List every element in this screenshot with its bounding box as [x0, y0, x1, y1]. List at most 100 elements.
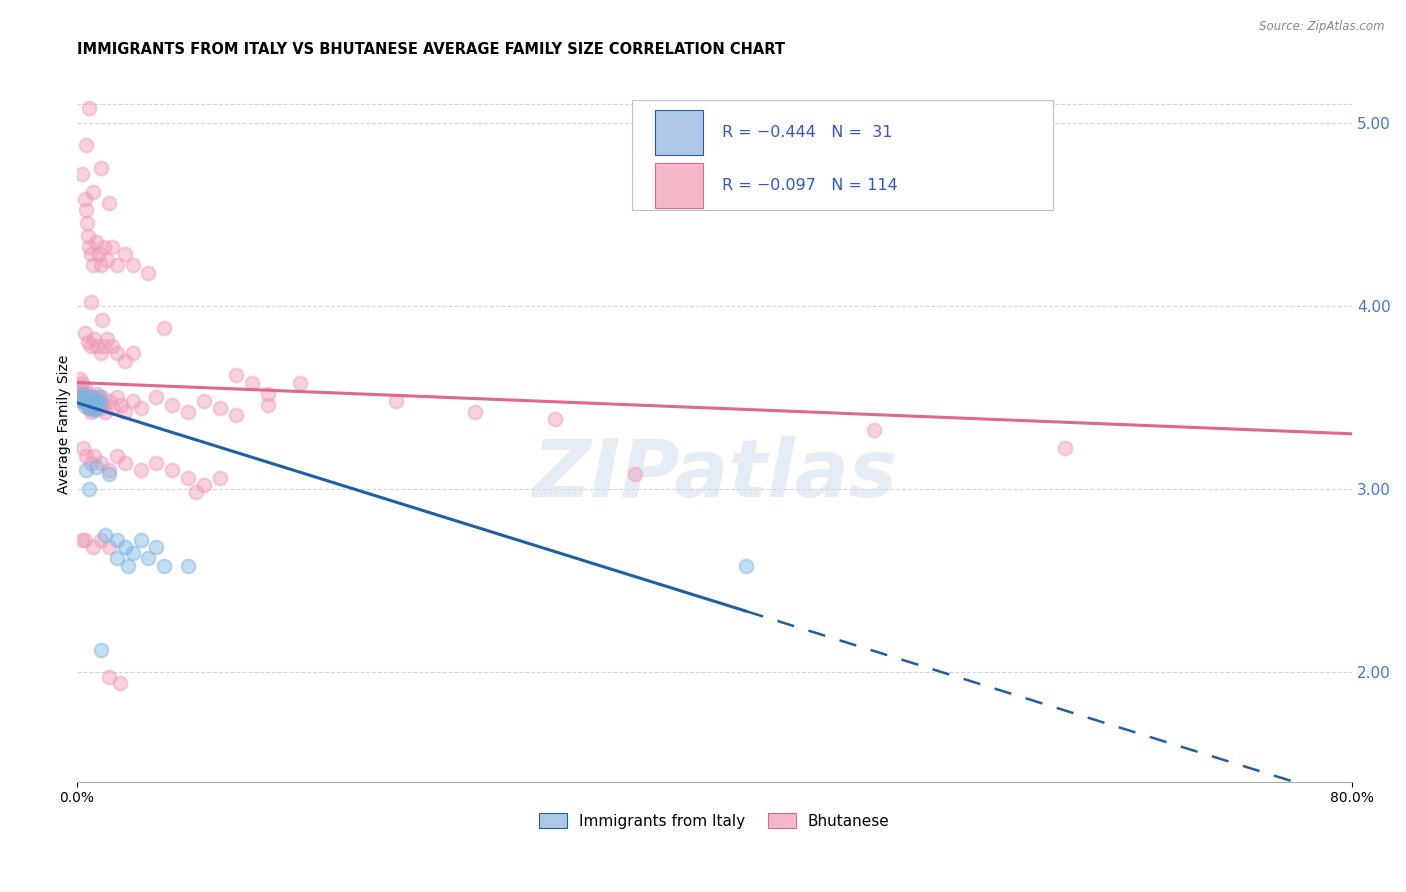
Point	[80, 390, 103, 404]
Point	[384, 393, 406, 408]
Point	[129, 463, 152, 477]
Point	[80, 295, 103, 310]
Point	[94, 405, 117, 419]
Point	[75, 203, 97, 218]
Text: Source: ZipAtlas.com: Source: ZipAtlas.com	[1260, 20, 1385, 33]
Point	[114, 456, 136, 470]
Point	[80, 405, 103, 419]
Point	[86, 339, 108, 353]
Point	[69, 390, 91, 404]
Point	[75, 137, 97, 152]
Point	[1054, 442, 1077, 456]
Point	[73, 326, 96, 340]
Point	[288, 376, 311, 390]
Point	[97, 541, 120, 555]
Point	[96, 332, 118, 346]
Y-axis label: Average Family Size: Average Family Size	[58, 355, 72, 494]
Point	[105, 551, 128, 566]
Point	[209, 471, 232, 485]
Point	[79, 397, 101, 411]
Point	[145, 541, 167, 555]
Point	[101, 240, 124, 254]
Point	[153, 320, 176, 334]
Point	[79, 401, 101, 416]
Point	[87, 247, 110, 261]
Point	[76, 216, 98, 230]
Point	[153, 558, 176, 573]
Point	[257, 386, 280, 401]
Point	[138, 551, 160, 566]
Point	[72, 386, 94, 401]
Point	[105, 390, 128, 404]
Point	[73, 381, 96, 395]
Point	[73, 393, 96, 408]
Point	[77, 335, 100, 350]
Point	[82, 541, 104, 555]
Point	[82, 259, 104, 273]
Point	[73, 193, 96, 207]
Point	[75, 390, 97, 404]
Point	[91, 390, 114, 404]
Point	[863, 423, 886, 437]
FancyBboxPatch shape	[655, 111, 703, 154]
FancyBboxPatch shape	[655, 163, 703, 208]
Point	[735, 558, 758, 573]
Point	[79, 101, 101, 115]
Point	[84, 393, 107, 408]
Point	[70, 167, 93, 181]
Point	[90, 161, 112, 176]
Point	[77, 395, 100, 409]
Text: ZIPatlas: ZIPatlas	[531, 435, 897, 514]
Point	[79, 390, 101, 404]
Point	[77, 229, 100, 244]
Point	[77, 401, 100, 416]
Point	[72, 386, 94, 401]
Point	[96, 252, 118, 267]
Point	[138, 266, 160, 280]
Point	[90, 259, 112, 273]
Point	[90, 456, 112, 470]
Point	[69, 372, 91, 386]
Point	[145, 390, 167, 404]
Point	[162, 397, 184, 411]
Point	[82, 397, 104, 411]
Point	[72, 533, 94, 547]
Point	[83, 390, 105, 404]
Point	[225, 368, 247, 383]
Text: R = −0.097   N = 114: R = −0.097 N = 114	[723, 178, 898, 193]
Point	[193, 393, 215, 408]
Point	[75, 395, 97, 409]
Point	[79, 482, 101, 496]
Point	[94, 527, 117, 541]
Point	[75, 390, 97, 404]
Point	[225, 409, 247, 423]
Point	[90, 395, 112, 409]
Point	[544, 412, 567, 426]
FancyBboxPatch shape	[631, 100, 1053, 211]
Point	[76, 386, 98, 401]
Point	[93, 339, 115, 353]
Point	[101, 339, 124, 353]
Point	[72, 442, 94, 456]
Text: R = −0.444   N =  31: R = −0.444 N = 31	[723, 125, 893, 140]
Point	[84, 397, 107, 411]
Point	[91, 313, 114, 327]
Point	[82, 185, 104, 199]
Point	[177, 405, 200, 419]
Point	[240, 376, 263, 390]
Point	[70, 390, 93, 404]
Point	[83, 449, 105, 463]
Point	[87, 390, 110, 404]
Point	[75, 463, 97, 477]
Point	[257, 397, 280, 411]
Point	[82, 401, 104, 416]
Point	[90, 643, 112, 657]
Point	[105, 346, 128, 360]
Point	[117, 558, 139, 573]
Point	[77, 393, 100, 408]
Point	[87, 393, 110, 408]
Point	[84, 459, 107, 474]
Legend: Immigrants from Italy, Bhutanese: Immigrants from Italy, Bhutanese	[533, 806, 896, 835]
Point	[80, 456, 103, 470]
Point	[114, 247, 136, 261]
